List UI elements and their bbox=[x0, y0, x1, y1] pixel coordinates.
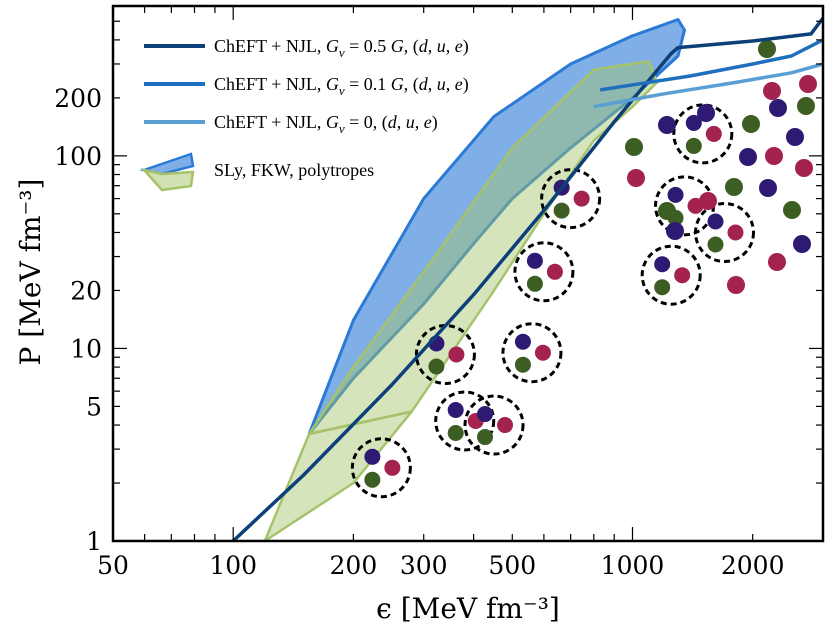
quark-dot bbox=[448, 346, 465, 363]
free-quark-dot bbox=[795, 159, 813, 177]
free-quark-dot bbox=[725, 178, 743, 196]
free-quark-dot bbox=[765, 147, 783, 165]
x-tick-labels: 50 100 200 300 500 1000 2000 bbox=[97, 551, 784, 580]
y-tick-label: 10 bbox=[70, 334, 102, 363]
quark-dot bbox=[654, 256, 671, 273]
y-tick-labels: 1 5 10 20 100 200 bbox=[54, 84, 102, 556]
quark-dot bbox=[526, 275, 543, 292]
quark-dot bbox=[685, 114, 702, 131]
bands-layer bbox=[263, 18, 686, 541]
quark-dot bbox=[667, 186, 684, 203]
plot-frame bbox=[111, 4, 825, 543]
legend-label-0: ChEFT + NJL, Gv = 0.5 G, (d, u, e) bbox=[214, 36, 469, 60]
quark-dot bbox=[573, 190, 590, 207]
quark-dot bbox=[514, 333, 531, 350]
free-quark-dot bbox=[627, 169, 645, 187]
x-tick-label: 100 bbox=[209, 551, 257, 580]
baryon-boundary bbox=[694, 201, 756, 263]
quark-dot bbox=[674, 267, 691, 284]
x-axis-label: ϵ [MeV fm⁻³] bbox=[376, 592, 560, 625]
quark-dot bbox=[553, 202, 570, 219]
free-quark-dot bbox=[699, 192, 717, 210]
baryon-boundary bbox=[540, 168, 602, 230]
legend-label-1: ChEFT + NJL, Gv = 0.1 G, (d, u, e) bbox=[214, 74, 469, 98]
free-quark-dot bbox=[759, 179, 777, 197]
legend: ChEFT + NJL, Gv = 0.5 G, (d, u, e) ChEFT … bbox=[139, 36, 469, 192]
quark-dot bbox=[364, 448, 381, 465]
series-line-0 bbox=[232, 16, 823, 541]
y-tick-label: 5 bbox=[86, 392, 102, 421]
free-quark-dot bbox=[763, 82, 781, 100]
y-axis-label: P [MeV fm⁻³] bbox=[14, 179, 47, 366]
y-tick-label: 1 bbox=[86, 527, 102, 556]
quark-dot bbox=[364, 471, 381, 488]
baryon-boundary bbox=[414, 323, 476, 385]
y-tick-label: 100 bbox=[54, 142, 102, 171]
series-line-2 bbox=[593, 62, 823, 109]
quark-dot bbox=[514, 356, 531, 373]
x-tick-label: 300 bbox=[400, 551, 448, 580]
quark-dot bbox=[526, 252, 543, 269]
baryon-boundary bbox=[640, 244, 702, 306]
legend-label-2: ChEFT + NJL, Gv = 0, (d, u, e) bbox=[214, 112, 438, 136]
quark-dot bbox=[447, 401, 464, 418]
x-tick-label: 500 bbox=[488, 551, 536, 580]
free-quark-dot bbox=[797, 97, 815, 115]
y-tick-label: 20 bbox=[70, 276, 102, 305]
quark-dot bbox=[428, 358, 445, 375]
free-quark-dot bbox=[793, 235, 811, 253]
free-quark-dot bbox=[799, 75, 817, 93]
free-quark-dot bbox=[697, 104, 715, 122]
free-quark-dot bbox=[739, 148, 757, 166]
quark-dot bbox=[546, 263, 563, 280]
series-line-1 bbox=[599, 38, 823, 92]
free-quark-dot bbox=[625, 138, 643, 156]
baryon-boundary bbox=[350, 437, 412, 499]
x-tick-label: 2000 bbox=[721, 551, 785, 580]
band-0 bbox=[307, 18, 686, 436]
quark-dot bbox=[477, 406, 494, 423]
quark-dot bbox=[534, 344, 551, 361]
baryon-boundary bbox=[672, 103, 734, 165]
baryon-boundary bbox=[501, 322, 563, 384]
free-quark-dot bbox=[658, 116, 676, 134]
quark-dot bbox=[654, 279, 671, 296]
quark-dot bbox=[707, 236, 724, 253]
quark-dot bbox=[707, 213, 724, 230]
free-quark-dot bbox=[768, 253, 786, 271]
series-layer bbox=[232, 16, 823, 541]
quark-matter-illustration bbox=[350, 40, 817, 499]
baryon-boundary bbox=[463, 394, 525, 456]
x-tick-label: 1000 bbox=[601, 551, 665, 580]
legend-label-band: SLy, FKW, polytropes bbox=[214, 160, 374, 180]
quark-dot bbox=[727, 224, 744, 241]
x-tick-label: 200 bbox=[330, 551, 378, 580]
quark-dot bbox=[477, 429, 494, 446]
x-tick-label: 50 bbox=[97, 551, 129, 580]
free-quark-dot bbox=[769, 99, 787, 117]
legend-band-swatch-green bbox=[140, 167, 195, 192]
baryon-boundary bbox=[434, 390, 496, 452]
free-quark-dot bbox=[758, 40, 776, 58]
free-quark-dot bbox=[786, 128, 804, 146]
quark-dot bbox=[497, 417, 514, 434]
baryon-boundary bbox=[513, 241, 575, 303]
free-quark-dot bbox=[666, 222, 684, 240]
quark-dot bbox=[447, 424, 464, 441]
quark-dot bbox=[705, 125, 722, 142]
free-quark-dot bbox=[783, 201, 801, 219]
y-tick-label: 200 bbox=[54, 84, 102, 113]
free-quark-dot bbox=[658, 202, 676, 220]
free-quark-dot bbox=[727, 276, 745, 294]
quark-dot bbox=[685, 137, 702, 154]
quark-dot bbox=[384, 459, 401, 476]
free-quark-dot bbox=[742, 115, 760, 133]
band-2 bbox=[263, 410, 413, 541]
